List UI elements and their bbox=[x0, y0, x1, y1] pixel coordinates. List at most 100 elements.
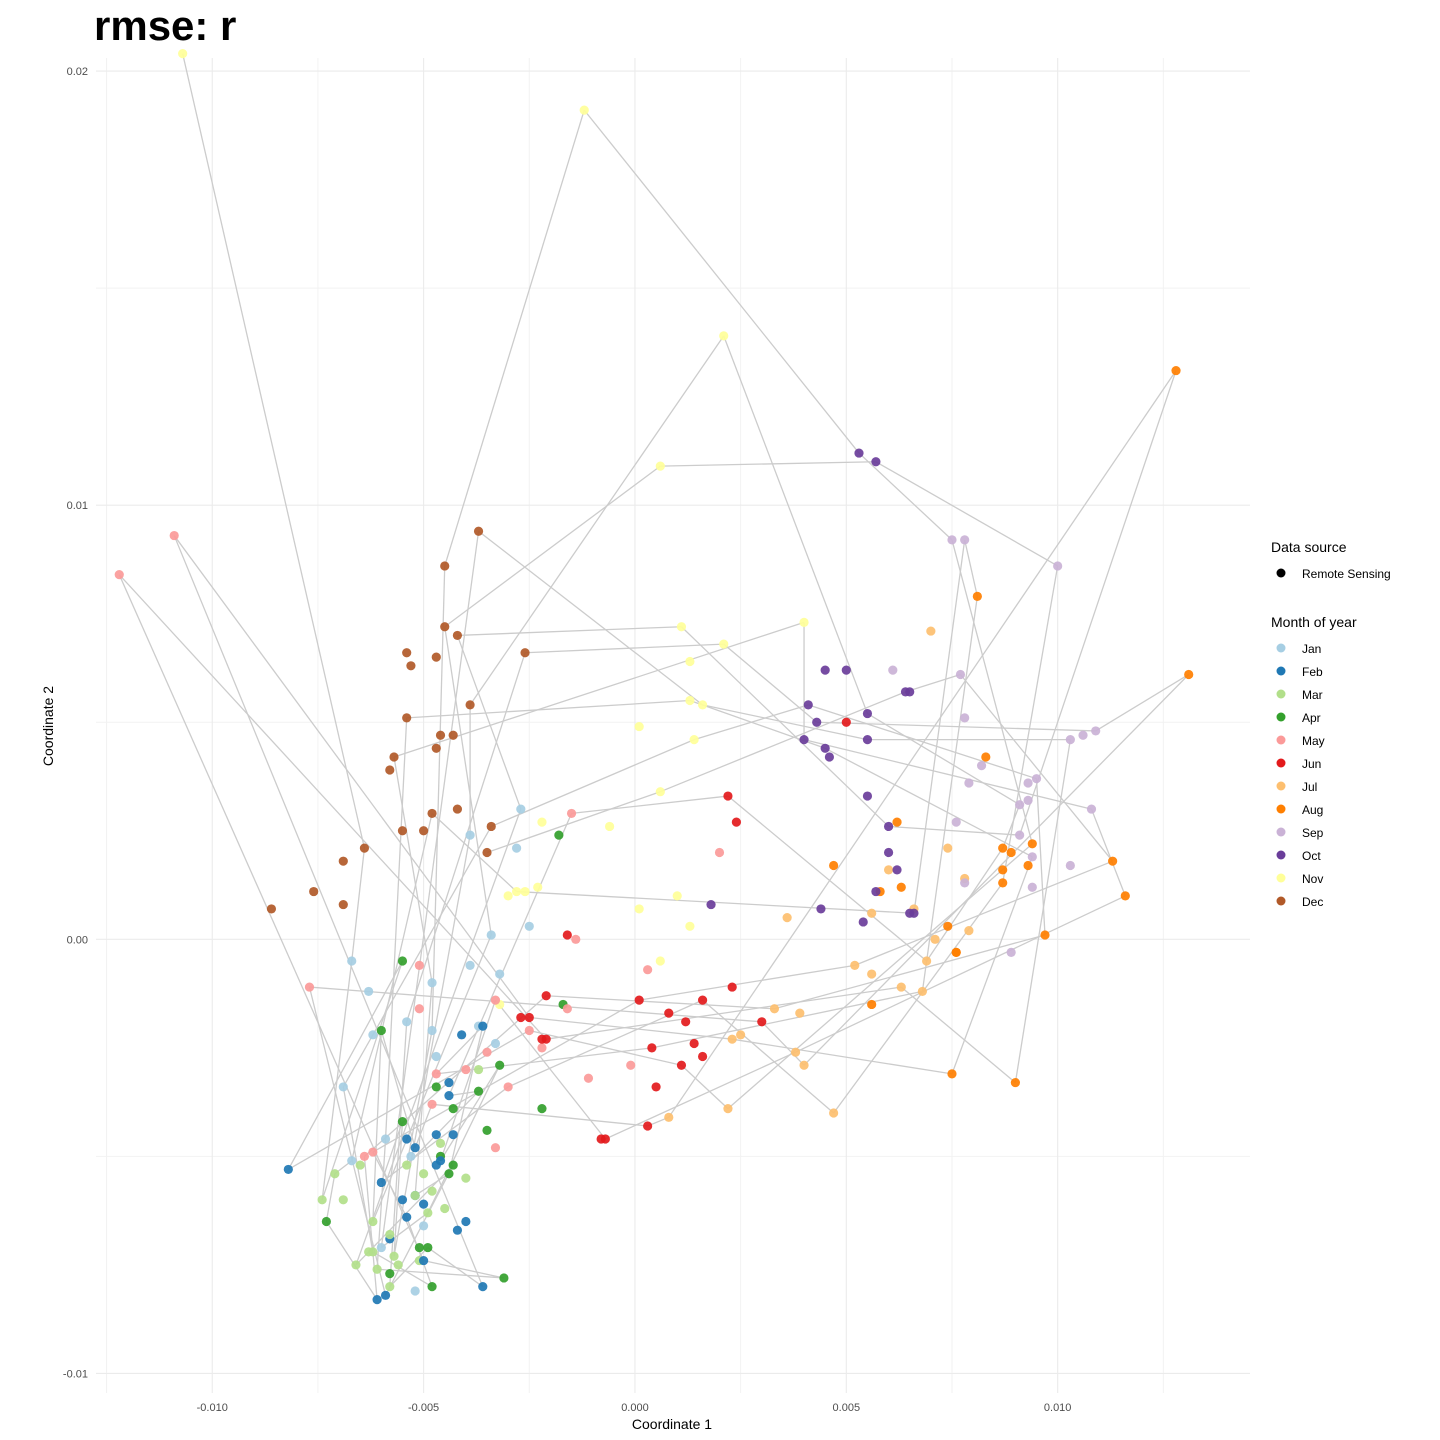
trajectory-segment bbox=[393, 756, 433, 983]
trajectory-segment bbox=[795, 895, 1126, 1053]
legend-color-title: Month of year bbox=[1271, 614, 1357, 630]
legend-data-source: Data source Remote Sensing bbox=[1271, 539, 1391, 581]
point-feb bbox=[444, 1091, 454, 1101]
trajectory-segment bbox=[372, 934, 492, 1222]
trajectory-segment bbox=[727, 795, 928, 962]
point-jul bbox=[922, 956, 932, 966]
legend-label-jul: Jul bbox=[1302, 780, 1317, 794]
point-dec bbox=[440, 561, 450, 571]
trajectory-segment bbox=[681, 626, 890, 827]
point-may bbox=[169, 530, 179, 541]
trajectory-segment bbox=[363, 995, 547, 1157]
point-jun bbox=[541, 991, 551, 1001]
point-jun bbox=[643, 1121, 653, 1131]
point-aug bbox=[867, 999, 877, 1010]
trajectory-segment bbox=[372, 1030, 382, 1222]
trajectory-segment bbox=[1019, 370, 1177, 836]
legend-key-aug bbox=[1276, 804, 1286, 814]
point-dec bbox=[431, 743, 441, 753]
point-apr bbox=[554, 830, 564, 840]
point-dec bbox=[435, 730, 446, 740]
point-dec bbox=[486, 821, 496, 832]
data-points bbox=[114, 49, 1194, 1305]
point-aug bbox=[1171, 365, 1181, 376]
point-mar bbox=[385, 1282, 395, 1292]
point-nov bbox=[634, 721, 644, 732]
point-feb bbox=[376, 1177, 386, 1188]
y-tick-label: 0.00 bbox=[67, 934, 88, 946]
point-dec bbox=[389, 752, 399, 762]
trajectory-segment bbox=[660, 461, 876, 467]
point-jan bbox=[465, 830, 475, 840]
point-aug bbox=[998, 843, 1008, 853]
point-aug bbox=[972, 591, 982, 601]
point-nov bbox=[685, 695, 695, 706]
point-sep bbox=[1065, 735, 1075, 745]
point-mar bbox=[355, 1160, 365, 1170]
point-jun bbox=[681, 1017, 691, 1027]
point-oct bbox=[862, 791, 873, 801]
point-dec bbox=[473, 526, 484, 536]
trajectory-segment bbox=[1090, 808, 1126, 897]
point-sep bbox=[1015, 800, 1025, 810]
y-tick-label: 0.02 bbox=[67, 66, 88, 78]
point-nov bbox=[604, 821, 615, 832]
point-jun bbox=[647, 1043, 657, 1053]
point-apr bbox=[499, 1273, 509, 1283]
point-jul bbox=[790, 1047, 801, 1057]
point-oct bbox=[824, 752, 835, 762]
point-jul bbox=[723, 1104, 733, 1114]
point-sep bbox=[1006, 947, 1016, 957]
legend-key-mar bbox=[1276, 689, 1286, 699]
point-oct bbox=[862, 735, 873, 745]
y-tick-label: -0.01 bbox=[63, 1368, 88, 1380]
legend-label-nov: Nov bbox=[1302, 872, 1323, 886]
point-oct bbox=[883, 821, 894, 832]
point-apr bbox=[444, 1169, 454, 1179]
point-mar bbox=[410, 1190, 420, 1201]
point-jun bbox=[697, 1051, 708, 1062]
trajectory-segment bbox=[406, 1030, 433, 1166]
trajectory-segment bbox=[964, 539, 978, 597]
point-may bbox=[431, 1069, 441, 1079]
point-sep bbox=[1086, 804, 1097, 814]
legend-label-feb: Feb bbox=[1302, 665, 1323, 679]
point-may bbox=[304, 982, 315, 992]
point-mar bbox=[317, 1195, 327, 1205]
x-tick-label: 0.005 bbox=[833, 1402, 861, 1414]
x-axis-ticks: -0.010 -0.005 0.000 0.005 0.010 bbox=[197, 1402, 1072, 1414]
trajectory-segment bbox=[858, 452, 953, 541]
trajectory-segment bbox=[414, 1104, 433, 1148]
trajectory-segment bbox=[393, 621, 805, 758]
point-jul bbox=[727, 1034, 737, 1044]
point-sep bbox=[960, 713, 970, 723]
legend-key-nov bbox=[1276, 873, 1286, 883]
point-may bbox=[368, 1147, 378, 1157]
point-aug bbox=[1006, 847, 1016, 858]
trajectory-segment bbox=[605, 1051, 796, 1140]
point-jan bbox=[410, 1286, 420, 1296]
point-oct bbox=[854, 448, 864, 458]
legend-key-jun bbox=[1276, 758, 1286, 768]
trajectory-segment bbox=[529, 1016, 733, 1040]
point-dec bbox=[338, 856, 348, 866]
point-nov bbox=[655, 461, 665, 471]
point-jun bbox=[727, 982, 737, 992]
point-jan bbox=[524, 921, 534, 931]
point-feb bbox=[419, 1199, 429, 1209]
legend-month-of-year: Month of year Jan Feb Mar Apr May Jun Jul Aug Se… bbox=[1271, 614, 1357, 909]
point-oct bbox=[799, 735, 809, 745]
point-aug bbox=[892, 817, 902, 827]
point-jan bbox=[511, 843, 522, 853]
legend-key-may bbox=[1276, 735, 1286, 745]
point-jun bbox=[634, 995, 644, 1005]
x-axis-title: Coordinate 1 bbox=[632, 1416, 712, 1432]
point-jul bbox=[964, 926, 974, 936]
trajectory-segment bbox=[727, 843, 1033, 1110]
panel bbox=[96, 58, 1250, 1393]
point-oct bbox=[820, 665, 830, 675]
point-mar bbox=[393, 1260, 403, 1270]
point-apr bbox=[537, 1104, 547, 1114]
point-jul bbox=[917, 986, 927, 997]
point-nov bbox=[719, 331, 729, 341]
